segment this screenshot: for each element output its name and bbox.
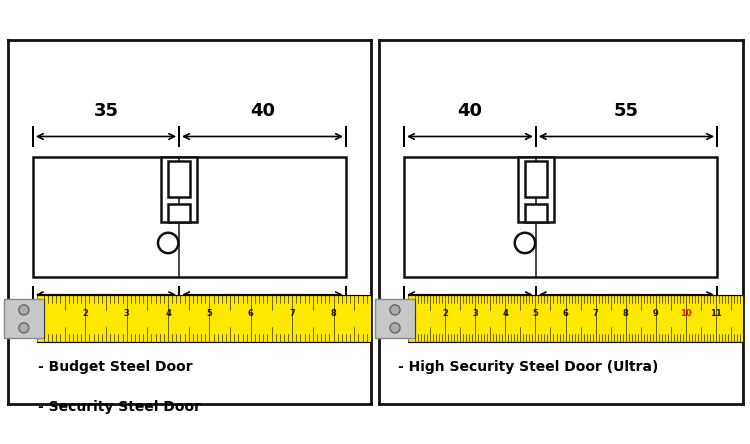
Text: - Security Steel Door: - Security Steel Door (38, 400, 200, 414)
Circle shape (390, 323, 400, 333)
Bar (404, 156, 717, 277)
Text: 40: 40 (250, 102, 275, 120)
Text: 4: 4 (503, 309, 509, 318)
Text: 6: 6 (562, 309, 568, 318)
Circle shape (19, 323, 29, 333)
Text: 11: 11 (710, 309, 722, 318)
Text: 7: 7 (592, 309, 598, 318)
Text: 5: 5 (532, 309, 538, 318)
Circle shape (158, 233, 178, 253)
Bar (4, 298, 44, 338)
Text: 7: 7 (290, 309, 295, 318)
Text: 3: 3 (472, 309, 478, 318)
Text: 9: 9 (653, 309, 658, 318)
Circle shape (514, 233, 535, 253)
Bar (525, 161, 547, 197)
Bar (168, 161, 190, 197)
Text: 6: 6 (248, 309, 254, 318)
Bar (168, 204, 190, 222)
Text: 2: 2 (82, 309, 88, 318)
Text: 2: 2 (442, 309, 448, 318)
Text: 8: 8 (622, 309, 628, 318)
Bar (375, 298, 415, 338)
Text: 5: 5 (206, 309, 212, 318)
Text: 4: 4 (165, 309, 171, 318)
Text: - High Security Steel Door (Ultra): - High Security Steel Door (Ultra) (398, 360, 658, 374)
Circle shape (390, 305, 400, 315)
Bar (37, 295, 375, 342)
Circle shape (19, 305, 29, 315)
Text: 3: 3 (124, 309, 130, 318)
Text: - Budget Steel Door: - Budget Steel Door (38, 360, 192, 374)
Bar (518, 156, 554, 222)
Text: 35: 35 (94, 102, 118, 120)
Bar (33, 156, 346, 277)
Text: 55: 55 (614, 102, 639, 120)
Bar (161, 156, 197, 222)
Text: 8: 8 (331, 309, 337, 318)
Bar (408, 295, 746, 342)
Text: 40: 40 (458, 102, 482, 120)
Text: 10: 10 (680, 309, 692, 318)
Bar (525, 204, 547, 222)
